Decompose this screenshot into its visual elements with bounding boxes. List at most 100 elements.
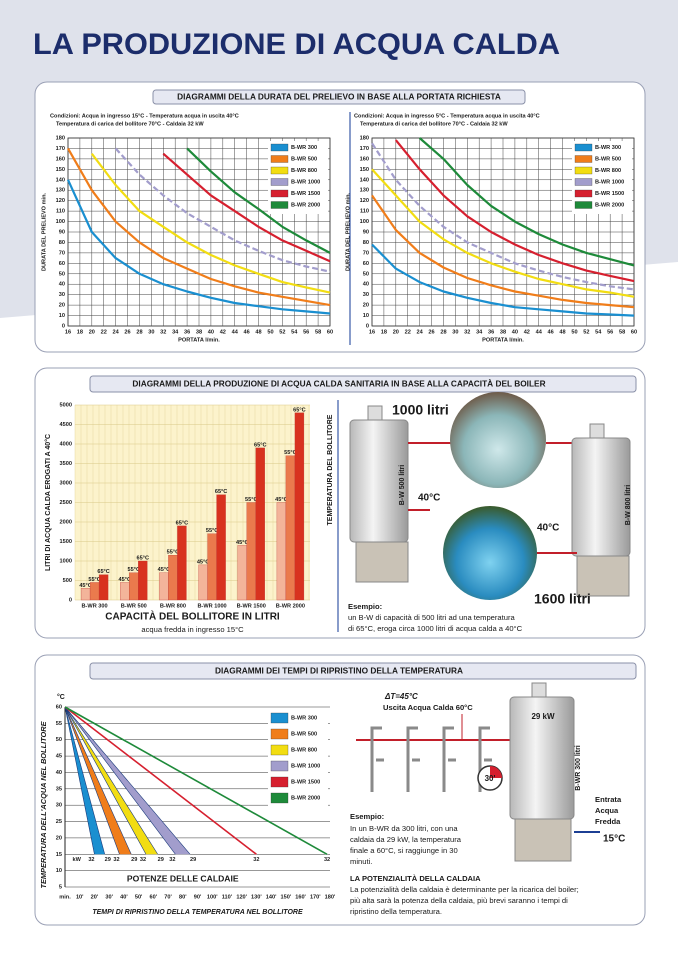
y-tick-label: 70 xyxy=(59,250,65,256)
legend-label: B-WR 1500 xyxy=(291,779,320,785)
timer-fill xyxy=(490,766,502,778)
boiler-valve xyxy=(531,682,547,698)
x-tick-label: 42 xyxy=(220,329,226,335)
chart-subtitle: Temperatura di carica del bollitore 70°C… xyxy=(360,121,508,127)
x-tick-label: 180' xyxy=(325,894,336,900)
x-tick-label: 38 xyxy=(500,329,506,335)
y-axis-title: TEMPERATURA DELL'ACQUA NEL BOLLITORE xyxy=(39,720,48,888)
recovery-line xyxy=(64,706,176,855)
x-tick-label: 28 xyxy=(136,329,142,335)
series-line xyxy=(418,137,635,267)
power-label: 29 xyxy=(190,857,196,863)
bar-label: 65°C xyxy=(254,442,267,448)
legend-label: B-WR 2000 xyxy=(595,202,624,208)
panel-heading: DIAGRAMMI DELLA PRODUZIONE DI ACQUA CALD… xyxy=(132,379,545,389)
panel-header xyxy=(89,662,637,680)
series-line xyxy=(186,147,331,254)
x-tick-label: 60 xyxy=(631,329,637,335)
power-unit: kW xyxy=(73,857,82,863)
bar xyxy=(237,545,247,601)
x-tick-label: 56 xyxy=(303,329,309,335)
y-tick-label: 4500 xyxy=(60,422,72,428)
legend-swatch xyxy=(574,201,593,209)
x-tick-label: 60 xyxy=(327,329,333,335)
x-tick-label: 28 xyxy=(440,329,446,335)
panel-header xyxy=(152,89,526,105)
legend-swatch xyxy=(270,201,289,209)
legend-swatch xyxy=(270,143,289,152)
y-tick-label: 170 xyxy=(360,146,369,152)
x-tick-label: 52 xyxy=(583,329,589,335)
bar xyxy=(177,525,187,601)
y-tick-label: 120 xyxy=(56,198,65,204)
photo xyxy=(443,506,537,600)
y-tick-label: 2000 xyxy=(60,519,72,525)
x-tick-label: 24 xyxy=(113,329,120,335)
series-line xyxy=(66,179,331,315)
y-tick-label: 1500 xyxy=(60,539,72,545)
legend-label: B-WR 800 xyxy=(595,168,621,174)
y-tick-label: 10 xyxy=(59,313,65,319)
bar xyxy=(138,560,148,601)
bar-label: 45°C xyxy=(197,559,210,565)
legend-swatch xyxy=(270,155,289,163)
x-tick-label: 58 xyxy=(619,329,625,335)
power-label: 32 xyxy=(88,857,94,863)
legend-swatch xyxy=(270,166,289,175)
example-text: In un B-WR da 300 litri, con una xyxy=(350,824,458,833)
y-tick-label: 60 xyxy=(56,704,62,710)
x-tick-label: B-WR 1000 xyxy=(197,603,226,609)
series-line xyxy=(371,194,635,309)
recovery-line xyxy=(64,706,147,855)
bar xyxy=(276,502,287,601)
x-tick-label: 130' xyxy=(251,894,262,900)
x-tick-label: 16 xyxy=(369,329,375,335)
x-tick-label: 110' xyxy=(222,894,233,900)
y-tick-label: 0 xyxy=(69,597,72,603)
x-tick-label: 160' xyxy=(295,894,306,900)
y-axis-title: LITRI DI ACQUA CALDA EROGATI A 40°C xyxy=(44,434,52,571)
note-title: LA POTENZIALITÀ DELLA CALDAIA xyxy=(350,874,481,883)
y-tick-label: 30 xyxy=(363,292,369,298)
x-tick-label: 30 xyxy=(452,329,458,335)
bar-label: 65°C xyxy=(137,555,150,561)
y-tick-label: 100 xyxy=(360,219,369,225)
y-tick-label: 90 xyxy=(363,229,369,235)
y-tick-label: 3000 xyxy=(60,480,72,486)
panel-header xyxy=(89,375,637,393)
inlet-temperature: 15°C xyxy=(603,834,625,845)
y-tick-label: 60 xyxy=(363,261,369,267)
x-tick-label: 10' xyxy=(76,894,84,900)
x-tick-label: 56 xyxy=(607,329,613,335)
x-tick-label: 80' xyxy=(179,894,187,900)
y-tick-label: 170 xyxy=(56,146,65,152)
y-tick-label: 150 xyxy=(360,167,369,173)
y-tick-label: 120 xyxy=(360,198,369,204)
note-text: ripristino della temperatura. xyxy=(350,907,442,916)
y-tick-label: 110 xyxy=(360,209,369,215)
x-tick-label: 48 xyxy=(255,329,261,335)
note-text: La potenzialità della caldaia è determin… xyxy=(350,885,579,894)
bar xyxy=(255,447,265,601)
recovery-line xyxy=(64,706,106,855)
y-tick-label: 90 xyxy=(59,229,65,235)
bar-label: 45°C xyxy=(236,540,249,546)
bar xyxy=(98,574,109,601)
x-tick-label: 120' xyxy=(236,894,247,900)
y-tick-label: 5 xyxy=(59,884,62,890)
example-text: di 65°C, eroga circa 1000 litri di acqua… xyxy=(348,624,523,633)
y-tick-label: 50 xyxy=(56,737,62,743)
x-tick-label: 90' xyxy=(194,894,202,900)
y-tick-label: 15 xyxy=(56,852,62,858)
bar-label: 45°C xyxy=(275,497,288,503)
x-tick-label: B-WR 2000 xyxy=(276,603,305,609)
x-axis-title: PORTATA l/min. xyxy=(482,337,524,343)
panel-heading: DIAGRAMMI DEI TEMPI DI RIPRISTINO DELLA … xyxy=(215,666,463,676)
recovery-line xyxy=(64,706,257,855)
y-tick-label: 150 xyxy=(56,167,65,173)
bar-label: 65°C xyxy=(97,569,110,575)
x-tick-label: 44 xyxy=(536,329,543,335)
series-line xyxy=(394,139,635,283)
